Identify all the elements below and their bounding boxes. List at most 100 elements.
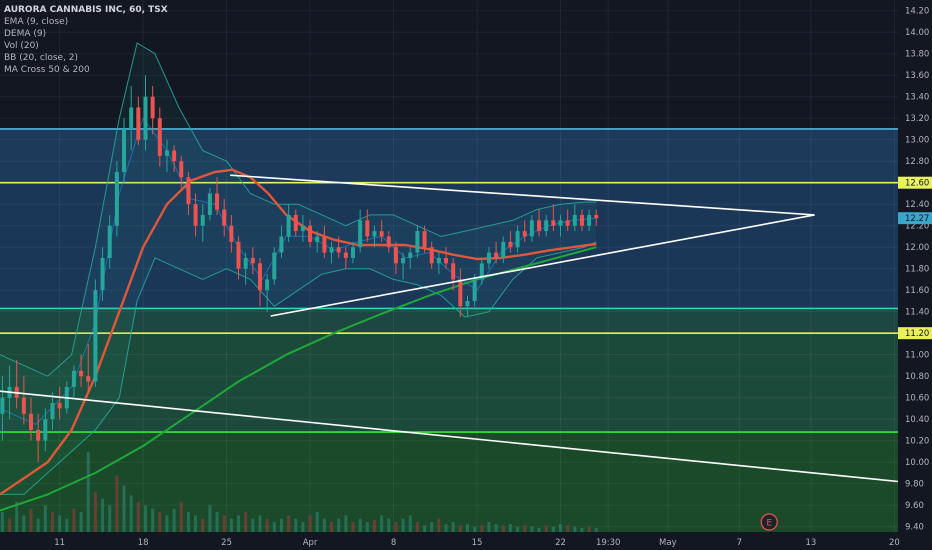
earnings-marker[interactable] (760, 513, 778, 531)
candle-body[interactable] (272, 252, 277, 280)
candle-body[interactable] (286, 214, 291, 237)
candle-body[interactable] (336, 247, 341, 253)
candle-body[interactable] (529, 220, 534, 237)
candle-body[interactable] (107, 225, 112, 258)
candle-body[interactable] (386, 236, 391, 248)
candle-body[interactable] (315, 236, 320, 242)
bb-line[interactable] (0, 241, 597, 495)
candle-body[interactable] (579, 214, 584, 226)
candle-body[interactable] (465, 300, 470, 307)
price-marker[interactable] (898, 327, 932, 340)
candle-body[interactable] (179, 161, 184, 178)
candle-body[interactable] (422, 231, 427, 248)
candle-body[interactable] (501, 241, 506, 258)
candle-body[interactable] (300, 225, 305, 232)
candle-body[interactable] (100, 257, 105, 291)
candle-body[interactable] (257, 263, 262, 291)
ma200-line[interactable] (0, 246, 597, 512)
candle-body[interactable] (164, 150, 169, 156)
candle-body[interactable] (129, 107, 134, 129)
candle-body[interactable] (86, 376, 91, 382)
candle-body[interactable] (50, 403, 55, 420)
candle-body[interactable] (93, 290, 98, 382)
candle-body[interactable] (343, 252, 348, 258)
candle-body[interactable] (157, 118, 162, 156)
candle-body[interactable] (401, 257, 406, 264)
candle-body[interactable] (393, 247, 398, 264)
candle-body[interactable] (43, 419, 48, 441)
candle-body[interactable] (522, 231, 527, 237)
candle-body[interactable] (558, 220, 563, 226)
candle-body[interactable] (279, 236, 284, 253)
candle-body[interactable] (458, 279, 463, 307)
candle-body[interactable] (537, 220, 542, 232)
candle-body[interactable] (236, 241, 241, 269)
price-tick-label: 13.60 (905, 71, 929, 81)
trendline[interactable] (0, 390, 899, 483)
candle-body[interactable] (594, 214, 599, 219)
price-axis[interactable] (898, 0, 932, 550)
candle-body[interactable] (229, 225, 234, 242)
candle-body[interactable] (551, 220, 556, 226)
price-marker[interactable] (898, 176, 932, 189)
candle-body[interactable] (479, 263, 484, 280)
time-tick-label: 18 (138, 538, 149, 548)
candle-body[interactable] (329, 247, 334, 253)
candle-body[interactable] (415, 231, 420, 253)
candle-body[interactable] (494, 252, 499, 258)
candle-body[interactable] (408, 252, 413, 258)
candle-body[interactable] (544, 220, 549, 232)
candle-body[interactable] (222, 209, 227, 226)
volume-bar (15, 502, 19, 532)
time-axis[interactable] (0, 532, 932, 550)
candle-body[interactable] (572, 214, 577, 226)
candle-body[interactable] (71, 370, 76, 387)
candle-body[interactable] (293, 214, 298, 232)
candle-body[interactable] (358, 220, 363, 248)
volume-bar (179, 502, 183, 532)
candle-body[interactable] (587, 214, 592, 226)
candle-body[interactable] (114, 171, 119, 226)
candle-body[interactable] (79, 370, 84, 377)
candle-body[interactable] (150, 96, 155, 119)
candle-body[interactable] (200, 214, 205, 226)
candle-body[interactable] (243, 257, 248, 269)
price-marker[interactable] (898, 212, 932, 225)
candle-body[interactable] (186, 177, 191, 205)
candle-body[interactable] (193, 204, 198, 226)
candle-body[interactable] (322, 236, 327, 253)
candle-body[interactable] (472, 279, 477, 301)
candle-body[interactable] (265, 279, 270, 291)
candle-body[interactable] (451, 263, 456, 280)
candle-body[interactable] (508, 241, 513, 248)
trendline[interactable] (270, 214, 815, 317)
candle-body[interactable] (436, 257, 441, 264)
candle-body[interactable] (444, 257, 449, 264)
candle-body[interactable] (215, 193, 220, 210)
candle-body[interactable] (172, 150, 177, 162)
candle-body[interactable] (29, 413, 34, 430)
ma50-line[interactable] (0, 168, 597, 496)
candle-body[interactable] (207, 193, 212, 215)
candle-body[interactable] (515, 231, 520, 248)
candle-body[interactable] (57, 403, 62, 409)
candle-body[interactable] (21, 397, 26, 414)
candle-body[interactable] (429, 247, 434, 264)
candle-body[interactable] (0, 397, 5, 414)
candle-body[interactable] (308, 225, 313, 242)
candle-body[interactable] (122, 128, 127, 172)
candle-body[interactable] (486, 252, 491, 264)
candle-body[interactable] (143, 96, 148, 140)
trendline[interactable] (230, 174, 815, 216)
candle-body[interactable] (36, 429, 41, 441)
candle-body[interactable] (365, 220, 370, 237)
candle-body[interactable] (379, 231, 384, 237)
candle-body[interactable] (372, 231, 377, 237)
candle-body[interactable] (250, 257, 255, 264)
candle-body[interactable] (350, 247, 355, 258)
candle-body[interactable] (136, 107, 141, 140)
candle-body[interactable] (565, 220, 570, 226)
bb-line[interactable] (0, 42, 597, 377)
